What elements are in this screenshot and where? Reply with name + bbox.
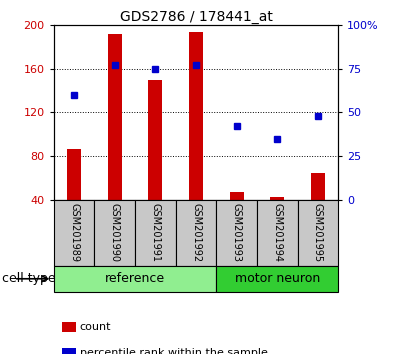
Bar [270, 197, 285, 200]
Text: GSM201994: GSM201994 [272, 203, 282, 262]
Text: reference: reference [105, 272, 165, 285]
Bar [230, 192, 244, 200]
Text: GSM201993: GSM201993 [232, 203, 242, 262]
Text: GSM201990: GSM201990 [110, 203, 120, 262]
Bar [94, 200, 135, 266]
Bar [148, 80, 162, 200]
Text: motor neuron: motor neuron [235, 272, 320, 285]
Text: GSM201989: GSM201989 [69, 203, 79, 262]
Bar [54, 200, 94, 266]
Text: count: count [80, 322, 111, 332]
Title: GDS2786 / 178441_at: GDS2786 / 178441_at [119, 10, 273, 24]
Bar [257, 200, 298, 266]
Text: cell type: cell type [2, 272, 56, 285]
Bar [217, 200, 257, 266]
Bar [217, 266, 338, 292]
Text: percentile rank within the sample: percentile rank within the sample [80, 348, 267, 354]
Bar [311, 173, 325, 200]
Bar [54, 266, 217, 292]
Bar [67, 149, 81, 200]
Bar [298, 200, 338, 266]
Text: GSM201992: GSM201992 [191, 203, 201, 262]
Text: GSM201995: GSM201995 [313, 203, 323, 262]
Bar [135, 200, 176, 266]
Text: GSM201991: GSM201991 [150, 203, 160, 262]
Bar [189, 33, 203, 200]
Bar [107, 34, 122, 200]
Bar [176, 200, 217, 266]
